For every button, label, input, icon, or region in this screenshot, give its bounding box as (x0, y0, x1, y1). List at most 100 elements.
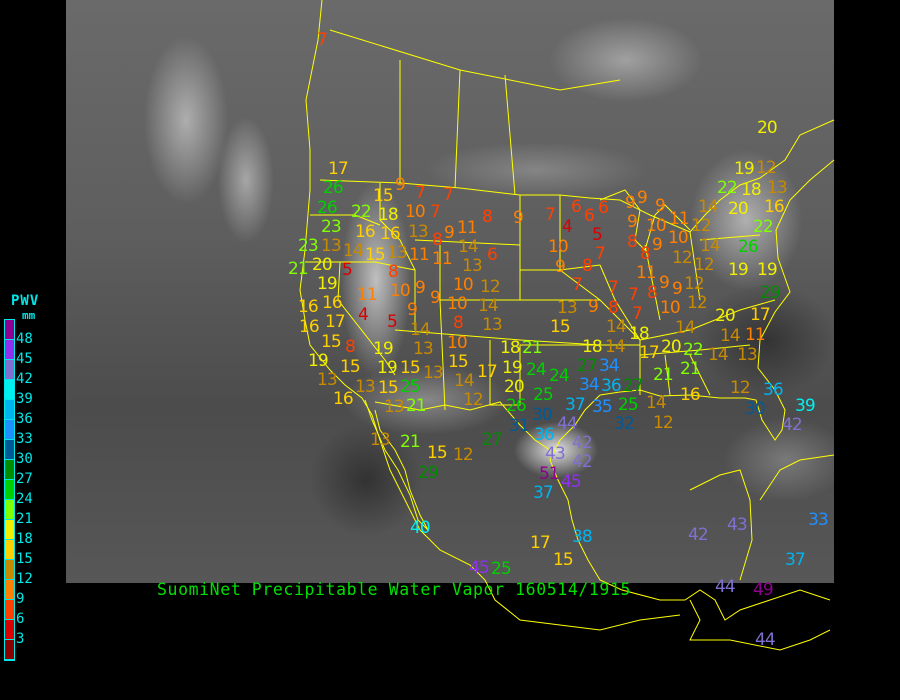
legend-label: 3 (16, 631, 25, 647)
station-value: 12 (691, 216, 712, 236)
station-value: 31 (509, 416, 530, 436)
legend-swatch (5, 640, 14, 660)
legend-swatch (5, 400, 14, 420)
station-value: 19 (373, 339, 394, 359)
station-value: 21 (522, 338, 543, 358)
station-value: 9 (637, 188, 648, 208)
station-value: 15 (400, 358, 421, 378)
station-value: 6 (487, 245, 498, 265)
station-value: 16 (333, 389, 354, 409)
station-value: 9 (659, 273, 670, 293)
canada-border (319, 119, 835, 233)
station-value: 20 (757, 118, 778, 138)
station-value: 9 (444, 223, 455, 243)
legend-swatch (5, 440, 14, 460)
station-value: 17 (530, 533, 551, 553)
station-value: 10 (660, 298, 681, 318)
station-value: 34 (599, 356, 620, 376)
station-value: 9 (588, 297, 599, 317)
legend-swatch (5, 600, 14, 620)
station-value: 14 (478, 296, 499, 316)
station-value: 25 (491, 559, 512, 579)
station-value: 13 (482, 315, 503, 335)
state-line-al-ga (664, 354, 671, 396)
station-value: 4 (358, 305, 369, 325)
station-value: 7 (443, 185, 454, 205)
pwv-legend: PWV mm 48 45 42 39 36 33 30 27 24 21 18 15 12 9 6 3 (0, 294, 60, 674)
state-line-ut-az (394, 329, 601, 346)
station-value: 23 (298, 236, 319, 256)
station-value: 14 (720, 326, 741, 346)
station-value: 12 (684, 274, 705, 294)
legend-swatch (5, 460, 14, 480)
station-value: 15 (448, 352, 469, 372)
station-value: 44 (755, 630, 776, 650)
state-line-mississippi (599, 264, 641, 395)
station-value: 10 (453, 275, 474, 295)
station-value: 11 (457, 218, 478, 238)
station-value: 49 (753, 580, 774, 600)
legend-label: 39 (16, 391, 33, 407)
station-value: 17 (750, 305, 771, 325)
legend-title: PWV (11, 293, 40, 309)
station-value: 36 (534, 425, 555, 445)
station-value: 21 (406, 396, 427, 416)
legend-label: 6 (16, 611, 25, 627)
satellite-image (66, 0, 834, 583)
station-value: 14 (410, 320, 431, 340)
station-value: 37 (565, 395, 586, 415)
legend-label: 18 (16, 531, 33, 547)
station-value: 10 (548, 237, 569, 257)
legend-label: 12 (16, 571, 33, 587)
station-value: 42 (572, 433, 593, 453)
legend-swatch (5, 540, 14, 560)
legend-label: 33 (16, 431, 33, 447)
legend-swatch (5, 500, 14, 520)
station-value: 16 (680, 385, 701, 405)
station-value: 38 (572, 527, 593, 547)
station-value: 9 (555, 257, 566, 277)
station-value: 14 (606, 317, 627, 337)
station-value: 8 (640, 244, 651, 264)
station-value: 18 (741, 180, 762, 200)
station-value: 20 (504, 377, 525, 397)
station-value: 26 (317, 198, 338, 218)
station-value: 13 (321, 236, 342, 256)
station-value: 11 (636, 263, 657, 283)
station-value: 19 (317, 274, 338, 294)
station-value: 51 (539, 464, 560, 484)
station-value: 15 (373, 186, 394, 206)
station-value: 17 (639, 343, 660, 363)
station-value: 25 (618, 395, 639, 415)
station-value: 16 (764, 197, 785, 217)
station-value: 20 (715, 306, 736, 326)
legend-swatch (5, 480, 14, 500)
station-value: 14 (700, 236, 721, 256)
station-value: 42 (572, 452, 593, 472)
central-america-coast (689, 599, 831, 651)
station-value: 29 (418, 463, 439, 483)
station-value: 14 (675, 318, 696, 338)
legend-label: 42 (16, 371, 33, 387)
state-line-ohio-river (639, 299, 776, 341)
province-line-2 (454, 69, 461, 189)
legend-label: 45 (16, 351, 33, 367)
station-value: 30 (532, 405, 553, 425)
legend-label: 30 (16, 451, 33, 467)
state-line-tn (639, 344, 751, 356)
station-value: 7 (628, 285, 639, 305)
station-value: 7 (415, 183, 426, 203)
station-value: 13 (384, 397, 405, 417)
station-value: 9 (430, 288, 441, 308)
station-value: 5 (592, 225, 603, 245)
station-value: 8 (453, 313, 464, 333)
baja-coastline (364, 399, 429, 531)
station-value: 7 (632, 304, 643, 324)
legend-label: 24 (16, 491, 33, 507)
station-value: 30 (745, 399, 766, 419)
station-value: 37 (785, 550, 806, 570)
state-line-ny-pa (699, 234, 761, 241)
station-value: 6 (584, 206, 595, 226)
station-value: 6 (598, 198, 609, 218)
